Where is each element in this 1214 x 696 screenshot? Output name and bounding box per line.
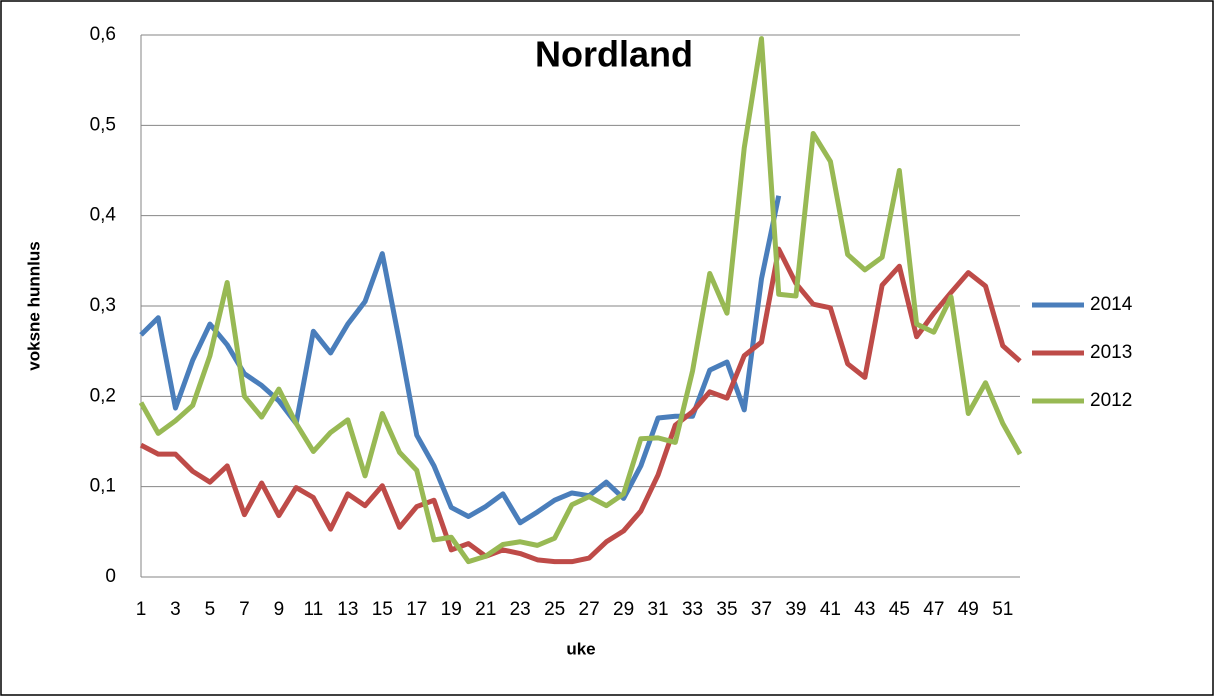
x-tick-label: 37 [751, 599, 772, 620]
x-tick-label: 3 [170, 599, 181, 620]
y-tick-label: 0 [105, 566, 116, 587]
x-tick-label: 41 [820, 599, 841, 620]
x-tick-label: 7 [239, 599, 250, 620]
x-tick-label: 15 [372, 599, 393, 620]
x-tick-label: 49 [958, 599, 979, 620]
x-tick-label: 27 [579, 599, 600, 620]
x-tick-label: 19 [441, 599, 462, 620]
x-tick-label: 11 [303, 599, 323, 620]
x-tick-label: 33 [682, 599, 703, 620]
x-tick-label: 29 [613, 599, 634, 620]
x-tick-label: 35 [716, 599, 737, 620]
x-tick-label: 51 [992, 599, 1013, 620]
x-tick-label: 9 [274, 599, 285, 620]
x-tick-label: 43 [854, 599, 875, 620]
y-tick-label: 0,5 [90, 114, 116, 135]
x-tick-label: 1 [136, 599, 147, 620]
x-tick-label: 45 [889, 599, 910, 620]
x-tick-label: 13 [337, 599, 358, 620]
chart-title: Nordland [535, 34, 693, 75]
x-tick-label: 21 [475, 599, 496, 620]
y-tick-label: 0,2 [90, 385, 116, 406]
x-tick-label: 39 [785, 599, 806, 620]
x-tick-label: 25 [544, 599, 565, 620]
legend-label: 2012 [1090, 390, 1132, 411]
y-tick-label: 0,4 [90, 205, 117, 226]
legend-label: 2014 [1090, 294, 1133, 315]
x-tick-label: 31 [647, 599, 668, 620]
series-line [138, 36, 1023, 565]
x-tick-label: 47 [923, 599, 944, 620]
legend-label: 2013 [1090, 342, 1132, 363]
x-tick-label: 17 [406, 599, 427, 620]
series-line [139, 195, 782, 526]
x-tick-label: 23 [510, 599, 531, 620]
y-tick-label: 0,6 [90, 24, 116, 45]
x-axis-label: uke [566, 639, 595, 658]
y-tick-label: 0,1 [90, 476, 116, 497]
x-tick-label: 5 [205, 599, 216, 620]
y-tick-label: 0,3 [90, 295, 116, 316]
y-axis-label: voksne hunnlus [24, 241, 43, 370]
series-line [139, 246, 1022, 565]
